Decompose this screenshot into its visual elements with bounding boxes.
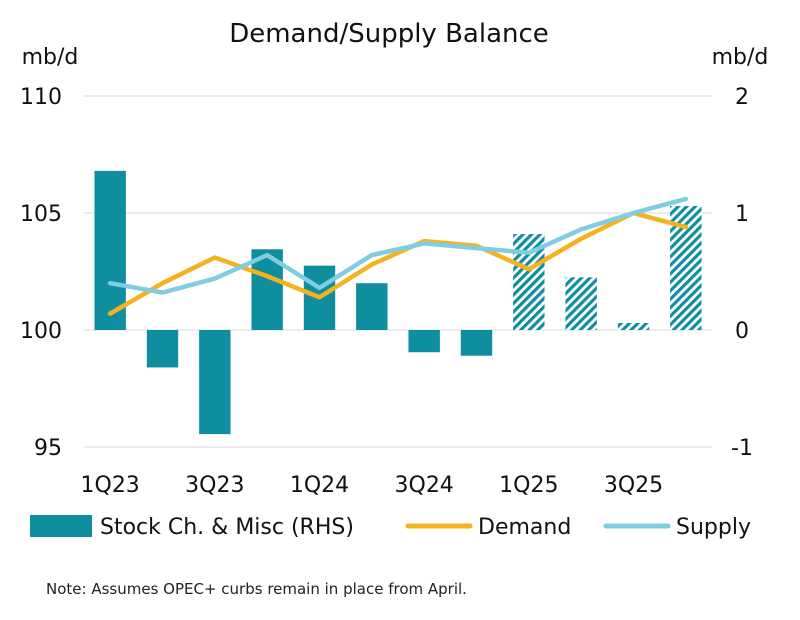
x-tick-label: 3Q23: [185, 473, 244, 498]
bar-2Q24: [356, 283, 388, 330]
left-axis-tick-label: 105: [20, 202, 62, 227]
bars-stock-change: [94, 170, 702, 435]
axes: 95 100 105 110 -1 0 1 2 1Q23 3Q23 1Q24 3Q24 1Q25 3Q25: [20, 85, 753, 498]
lines-demand-supply: [107, 196, 689, 316]
chart-title: Demand/Supply Balance: [229, 19, 549, 49]
legend: Stock Ch. & Misc (RHS) Demand Supply: [30, 515, 751, 540]
bar-3Q25: [617, 322, 650, 330]
line-demand: [107, 210, 689, 316]
right-axis-tick-label: -1: [731, 436, 753, 461]
gridlines: [84, 95, 712, 448]
x-tick-label: 3Q25: [604, 473, 663, 498]
bar-3Q23: [199, 330, 231, 435]
legend-label-supply: Supply: [676, 515, 751, 540]
left-axis-tick-label: 95: [34, 436, 62, 461]
x-tick-label: 1Q25: [499, 473, 558, 498]
right-axis-tick-label: 0: [735, 319, 749, 344]
x-tick-label: 1Q23: [81, 473, 140, 498]
bar-2Q23: [146, 330, 179, 368]
x-tick-label: 1Q24: [290, 473, 349, 498]
left-axis-tick-label: 100: [20, 319, 62, 344]
bar-2Q25: [565, 277, 597, 330]
right-axis-unit: mb/d: [712, 45, 769, 70]
left-axis-unit: mb/d: [22, 45, 79, 70]
left-axis-tick-label: 110: [20, 85, 62, 110]
legend-swatch-bars: [30, 515, 92, 537]
bar-3Q24: [408, 330, 440, 353]
legend-label-bars: Stock Ch. & Misc (RHS): [100, 515, 354, 540]
line-supply: [107, 196, 689, 295]
x-tick-label: 3Q24: [395, 473, 454, 498]
bar-4Q24: [460, 330, 493, 356]
bar-1Q23: [94, 170, 126, 330]
right-axis-tick-label: 1: [735, 202, 749, 227]
right-axis-tick-label: 2: [735, 85, 749, 110]
footnote: Note: Assumes OPEC+ curbs remain in plac…: [46, 580, 467, 598]
legend-label-demand: Demand: [478, 515, 571, 540]
